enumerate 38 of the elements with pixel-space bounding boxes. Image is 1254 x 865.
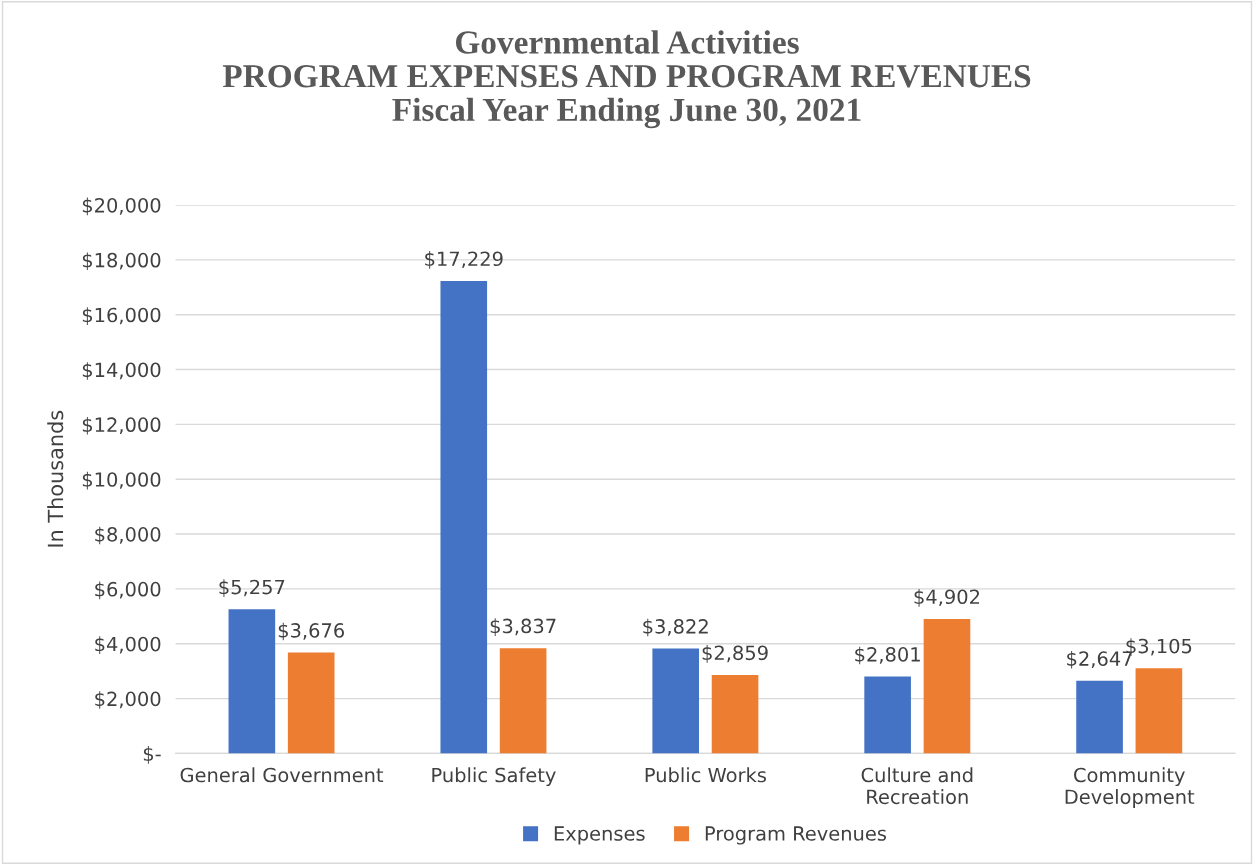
- x-tick-label: Public Works: [645, 767, 766, 783]
- y-tick-label: $16,000: [82, 307, 161, 325]
- bar: [923, 619, 971, 754]
- bar: [1076, 680, 1123, 754]
- y-tick-label: $18,000: [82, 252, 161, 271]
- x-tick-label: General Government: [180, 767, 384, 783]
- y-tick-label: $4,000: [95, 636, 161, 654]
- data-label: $4,902: [914, 589, 980, 607]
- data-label: $17,229: [425, 251, 503, 269]
- y-tick-label: $12,000: [82, 416, 161, 435]
- bar: [228, 609, 276, 754]
- y-tick-label: $8,000: [95, 526, 161, 545]
- x-tick-label: Culture and Recreation: [861, 767, 973, 805]
- y-tick-label: $14,000: [82, 362, 161, 380]
- y-tick-label: $20,000: [82, 197, 161, 216]
- data-label: $3,822: [643, 618, 708, 637]
- y-tick-label: $6,000: [95, 581, 161, 600]
- y-tick-label: $10,000: [82, 471, 161, 490]
- data-label: $3,676: [278, 622, 344, 641]
- data-label: $5,257: [219, 579, 285, 597]
- x-tick-label: Community Development: [1065, 767, 1195, 808]
- bar: [652, 648, 700, 754]
- bar: [440, 280, 488, 754]
- bar: [1135, 668, 1183, 754]
- x-tick-label: Public Safety: [432, 767, 556, 787]
- legend-label: Expenses: [554, 826, 645, 845]
- y-tick-label: $-: [143, 746, 161, 764]
- y-axis-title: In Thousands: [47, 410, 64, 547]
- bar: [711, 675, 759, 754]
- data-label: $2,859: [702, 645, 768, 663]
- bar: [287, 652, 335, 754]
- chart-title: Governmental Activities PROGRAM EXPENSES AND PROGRAM REVENUES Fiscal Year Ending June 30, 2021: [222, 30, 1031, 129]
- data-label: $3,837: [490, 618, 556, 636]
- legend-label: Program Revenues: [705, 826, 887, 845]
- y-tick-label: $2,000: [95, 691, 161, 709]
- bar: [499, 648, 547, 754]
- data-label: $2,801: [855, 646, 920, 665]
- bar: [864, 676, 911, 754]
